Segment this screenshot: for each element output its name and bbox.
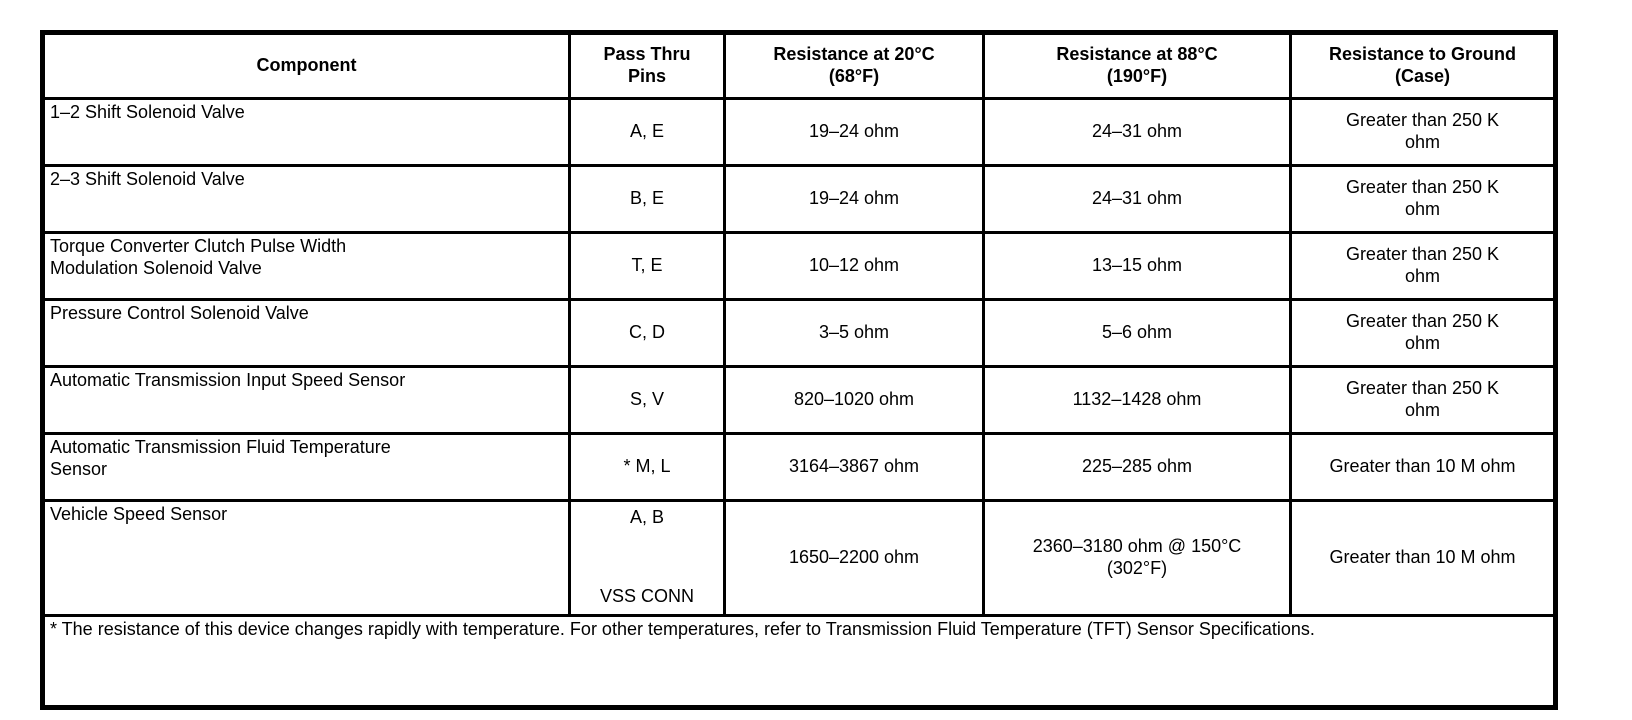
table-row: Automatic Transmission Input Speed Senso… — [41, 365, 1557, 435]
header-row: Component Pass Thru Pins Resistance at 2… — [41, 31, 1557, 100]
cell-resistance-ground: Greater than 10 M ohm — [1289, 432, 1557, 502]
table-footnote: * The resistance of this device changes … — [41, 614, 1557, 709]
cell-component: 2–3 Shift Solenoid Valve — [41, 164, 571, 234]
table-row: Automatic Transmission Fluid Temperature… — [41, 432, 1557, 502]
cell-resistance-20c: 3164–3867 ohm — [723, 432, 985, 502]
cell-pins: B, E — [568, 164, 726, 234]
cell-component: 1–2 Shift Solenoid Valve — [41, 97, 571, 167]
table-row: Torque Converter Clutch Pulse Width Modu… — [41, 231, 1557, 301]
pins-bottom-label: VSS CONN — [599, 586, 695, 607]
cell-pins: A, B VSS CONN — [568, 499, 726, 617]
cell-resistance-20c: 820–1020 ohm — [723, 365, 985, 435]
header-pass-thru-pins: Pass Thru Pins — [568, 31, 726, 100]
cell-resistance-ground: Greater than 250 K ohm — [1289, 97, 1557, 167]
table-row: Vehicle Speed Sensor A, B VSS CONN 1650–… — [41, 499, 1557, 617]
cell-pins: * M, L — [568, 432, 726, 502]
table-row: 1–2 Shift Solenoid Valve A, E 19–24 ohm … — [41, 97, 1557, 167]
cell-resistance-88c: 24–31 ohm — [982, 164, 1292, 234]
cell-component: Vehicle Speed Sensor — [41, 499, 571, 617]
cell-resistance-ground: Greater than 250 K ohm — [1289, 164, 1557, 234]
cell-resistance-ground: Greater than 250 K ohm — [1289, 365, 1557, 435]
cell-resistance-20c: 3–5 ohm — [723, 298, 985, 368]
header-resistance-88c: Resistance at 88°C (190°F) — [982, 31, 1292, 100]
footnote-row: * The resistance of this device changes … — [41, 614, 1557, 709]
table-row: 2–3 Shift Solenoid Valve B, E 19–24 ohm … — [41, 164, 1557, 234]
cell-resistance-88c: 2360–3180 ohm @ 150°C (302°F) — [982, 499, 1292, 617]
cell-pins: C, D — [568, 298, 726, 368]
resistance-spec-table: Component Pass Thru Pins Resistance at 2… — [40, 30, 1558, 710]
cell-resistance-20c: 1650–2200 ohm — [723, 499, 985, 617]
cell-resistance-88c: 1132–1428 ohm — [982, 365, 1292, 435]
header-component: Component — [41, 31, 571, 100]
cell-resistance-20c: 19–24 ohm — [723, 164, 985, 234]
pins-top-label: A, B — [629, 507, 664, 527]
header-resistance-ground: Resistance to Ground (Case) — [1289, 31, 1557, 100]
cell-resistance-20c: 10–12 ohm — [723, 231, 985, 301]
cell-component: Automatic Transmission Fluid Temperature… — [41, 432, 571, 502]
cell-pins: S, V — [568, 365, 726, 435]
cell-resistance-ground: Greater than 250 K ohm — [1289, 231, 1557, 301]
cell-resistance-88c: 225–285 ohm — [982, 432, 1292, 502]
cell-pins: T, E — [568, 231, 726, 301]
cell-resistance-20c: 19–24 ohm — [723, 97, 985, 167]
cell-component: Torque Converter Clutch Pulse Width Modu… — [41, 231, 571, 301]
cell-resistance-88c: 5–6 ohm — [982, 298, 1292, 368]
cell-component: Pressure Control Solenoid Valve — [41, 298, 571, 368]
table-row: Pressure Control Solenoid Valve C, D 3–5… — [41, 298, 1557, 368]
cell-resistance-88c: 24–31 ohm — [982, 97, 1292, 167]
cell-component: Automatic Transmission Input Speed Senso… — [41, 365, 571, 435]
pins-split: A, B VSS CONN — [576, 504, 718, 612]
cell-resistance-88c: 13–15 ohm — [982, 231, 1292, 301]
cell-resistance-ground: Greater than 250 K ohm — [1289, 298, 1557, 368]
header-resistance-20c: Resistance at 20°C (68°F) — [723, 31, 985, 100]
cell-pins: A, E — [568, 97, 726, 167]
cell-resistance-ground: Greater than 10 M ohm — [1289, 499, 1557, 617]
